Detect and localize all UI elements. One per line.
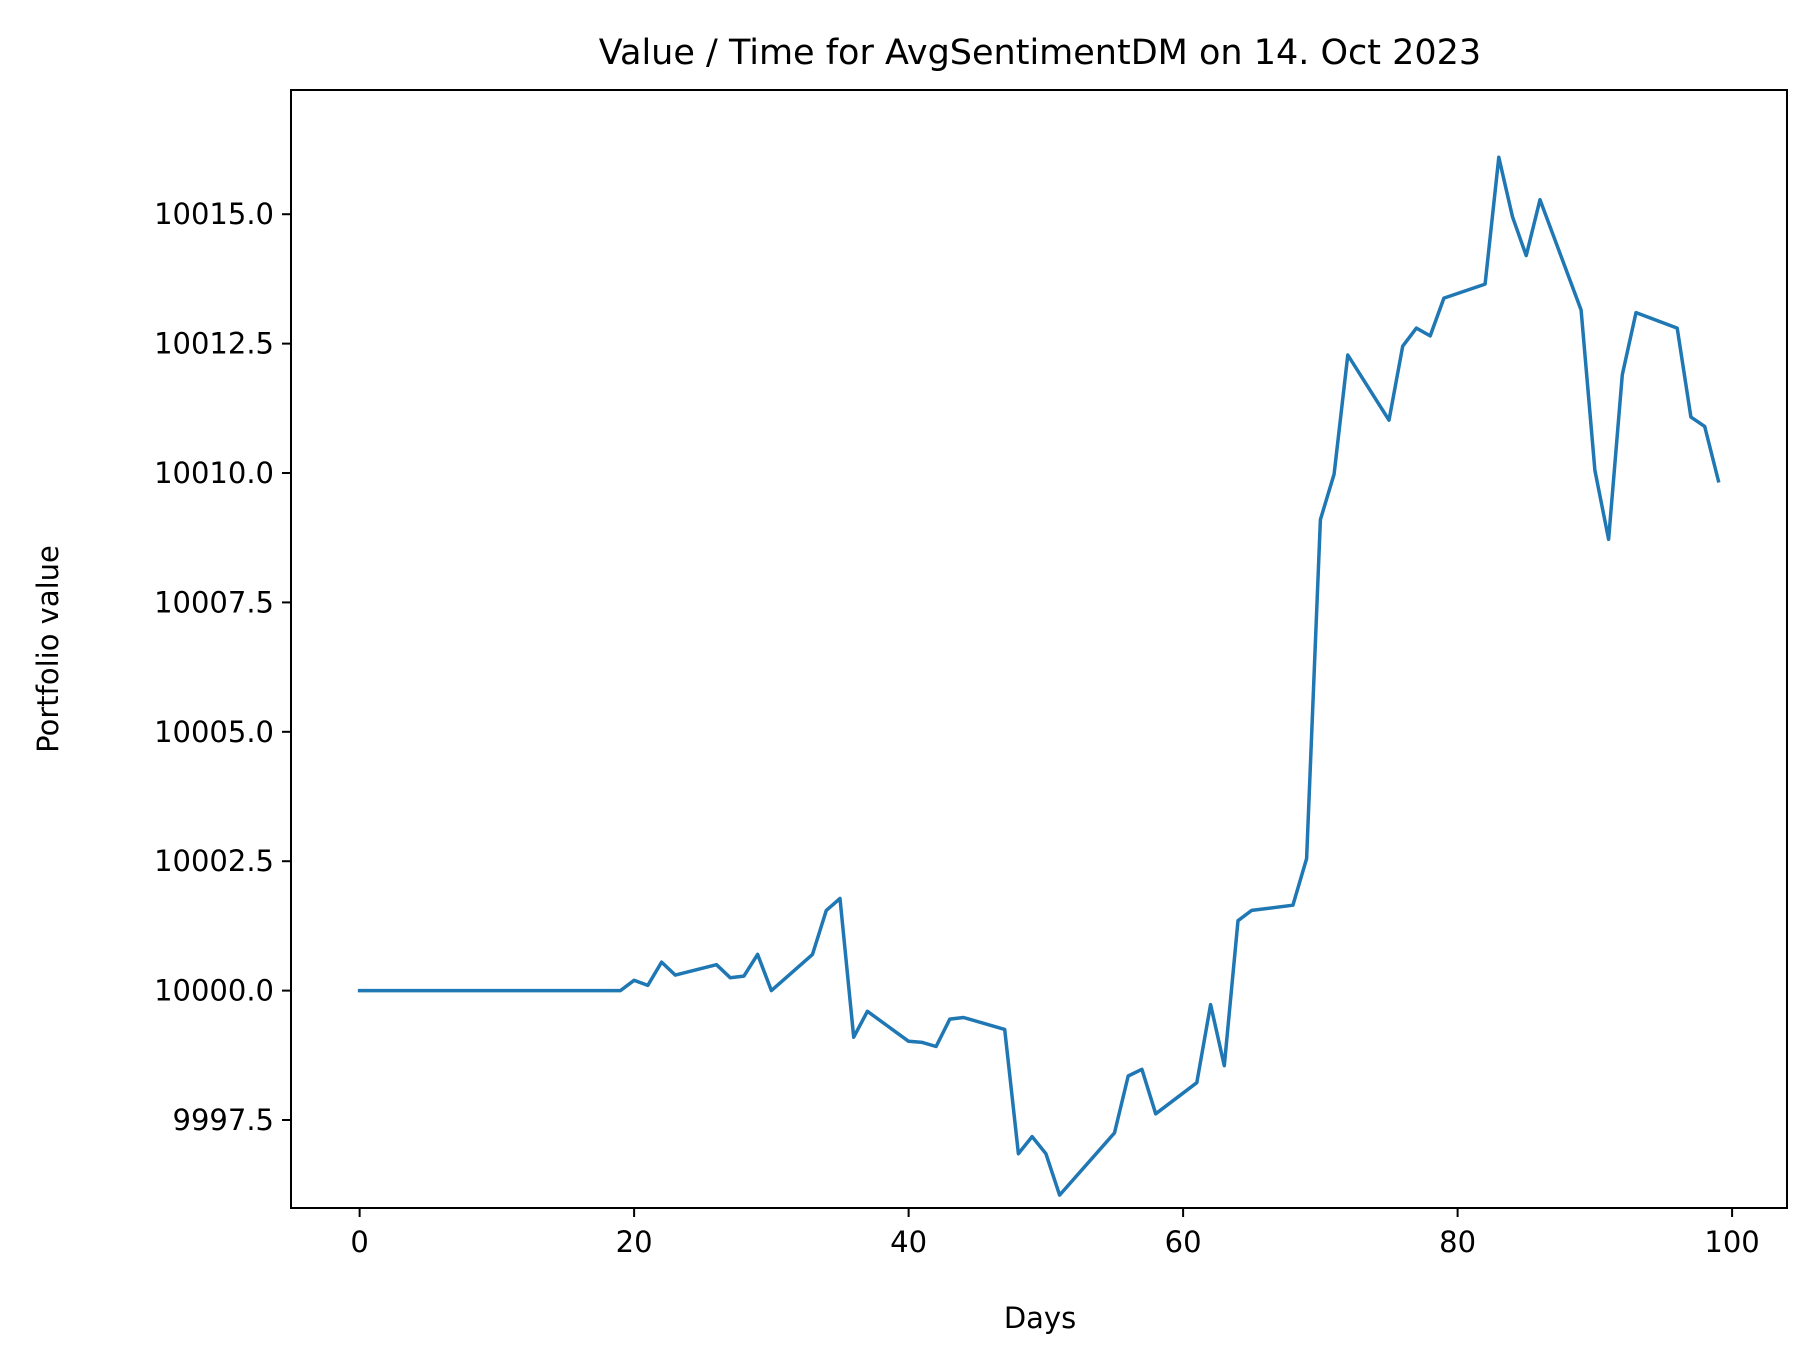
chart-title: Value / Time for AvgSentimentDM on 14. O… (599, 33, 1481, 73)
y-tick-label: 10015.0 (154, 197, 274, 231)
y-tick-label: 10012.5 (154, 327, 274, 361)
plot-frame (290, 89, 1788, 1209)
x-tick-label: 100 (1704, 1225, 1759, 1259)
series-line (357, 155, 1721, 1197)
y-tick-label: 10007.5 (154, 585, 274, 619)
x-tick-label: 40 (890, 1225, 927, 1259)
x-tick-label: 80 (1439, 1225, 1476, 1259)
y-tick-label: 9997.5 (173, 1103, 274, 1137)
y-axis-title: Portfolio value (31, 545, 65, 753)
y-tick-label: 10010.0 (154, 456, 274, 490)
x-tick-label: 20 (616, 1225, 653, 1259)
tick-layer: 0 20 40 60 80 100 9997.5 10000.0 10002.5 10005.0 1… (154, 197, 1760, 1259)
y-tick-label: 10005.0 (154, 715, 274, 749)
x-tick-label: 0 (350, 1225, 368, 1259)
y-tick-label: 10002.5 (154, 844, 274, 878)
x-tick-label: 60 (1165, 1225, 1202, 1259)
x-axis-title: Days (1004, 1301, 1076, 1335)
y-tick-label: 10000.0 (154, 974, 274, 1008)
series-layer (357, 155, 1721, 1197)
